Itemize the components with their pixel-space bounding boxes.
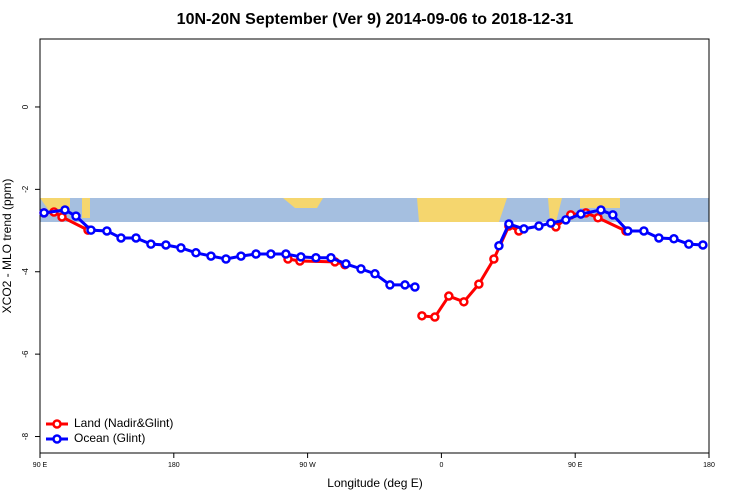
plot-frame bbox=[39, 38, 710, 454]
data-point bbox=[60, 205, 70, 215]
data-point bbox=[576, 209, 586, 219]
data-point bbox=[311, 252, 321, 263]
data-point bbox=[430, 312, 440, 322]
map-land bbox=[40, 198, 620, 222]
data-point bbox=[102, 226, 112, 236]
data-point bbox=[534, 221, 544, 231]
data-point bbox=[176, 243, 186, 253]
data-point bbox=[504, 219, 514, 229]
map-strip bbox=[40, 198, 709, 222]
data-point bbox=[236, 251, 246, 261]
data-point bbox=[206, 251, 216, 261]
data-point bbox=[146, 239, 156, 249]
data-point bbox=[669, 234, 679, 244]
data-point bbox=[593, 213, 603, 223]
data-point bbox=[385, 280, 395, 290]
data-point bbox=[356, 264, 366, 274]
x-tick-label: 180 bbox=[168, 462, 180, 469]
data-point bbox=[116, 233, 126, 243]
y-axis-label: XCO2 - MLO trend (ppm) bbox=[0, 179, 14, 314]
data-point bbox=[654, 233, 664, 243]
data-point bbox=[639, 226, 649, 236]
x-tick-label: 180 bbox=[703, 462, 715, 469]
legend-label: Land (Nadir&Glint) bbox=[74, 416, 173, 430]
data-point bbox=[444, 291, 454, 301]
x-tick-label: 0 bbox=[439, 462, 443, 469]
chart-title: 10N-20N September (Ver 9) 2014-09-06 to … bbox=[177, 11, 574, 28]
data-point bbox=[326, 252, 336, 263]
data-point bbox=[459, 297, 469, 307]
data-point bbox=[596, 205, 606, 215]
data-point bbox=[561, 215, 571, 225]
legend-label: Ocean (Glint) bbox=[74, 431, 145, 445]
data-point bbox=[296, 252, 306, 262]
data-point bbox=[39, 208, 49, 218]
data-point bbox=[608, 210, 618, 220]
data-point bbox=[684, 239, 694, 249]
data-point bbox=[131, 233, 141, 243]
data-point bbox=[410, 282, 420, 292]
data-point bbox=[698, 240, 708, 250]
y-tick-label: -4 bbox=[21, 268, 30, 276]
y-tick-label: -6 bbox=[21, 350, 30, 358]
legend-marker bbox=[52, 419, 62, 429]
x-axis-label: Longitude (deg E) bbox=[327, 476, 422, 490]
data-point bbox=[191, 248, 201, 258]
x-tick-label: 90 E bbox=[568, 462, 583, 469]
legend-marker bbox=[52, 434, 62, 444]
data-point bbox=[86, 225, 96, 235]
data-point bbox=[494, 241, 504, 251]
data-point bbox=[623, 226, 633, 236]
data-point bbox=[546, 218, 556, 228]
data-point bbox=[370, 269, 380, 279]
data-point bbox=[161, 240, 171, 250]
data-point bbox=[251, 249, 261, 259]
data-point bbox=[221, 254, 231, 264]
y-tick-label: -8 bbox=[21, 432, 30, 440]
data-point bbox=[400, 280, 410, 290]
data-point bbox=[489, 254, 499, 264]
x-tick-label: 90 W bbox=[299, 462, 316, 469]
data-point bbox=[417, 311, 427, 321]
data-point bbox=[281, 249, 291, 259]
data-point bbox=[519, 224, 529, 234]
y-tick-label: 0 bbox=[21, 104, 30, 109]
data-point bbox=[71, 211, 81, 221]
data-point bbox=[474, 279, 484, 289]
data-point bbox=[266, 249, 276, 259]
y-tick-label: -2 bbox=[21, 185, 30, 193]
x-tick-label: 90 E bbox=[33, 462, 48, 469]
data-point bbox=[341, 259, 351, 269]
